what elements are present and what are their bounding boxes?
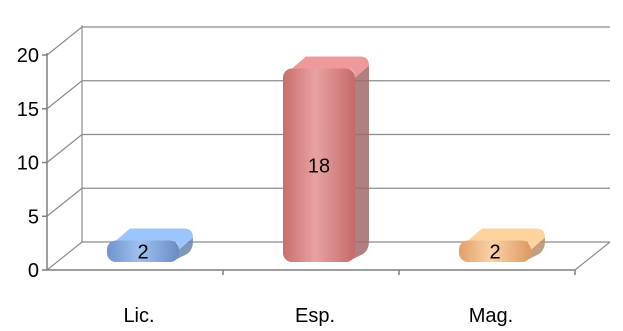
gridline-side [46, 80, 83, 110]
data-label: 2 [137, 241, 148, 263]
gridline-side [46, 187, 83, 217]
bars [107, 56, 545, 262]
gridline-side [46, 26, 83, 56]
x-category-label: Mag. [469, 305, 513, 327]
bar [283, 56, 369, 262]
gridline-side [46, 134, 83, 163]
bar [107, 228, 193, 262]
y-tick-label: 5 [28, 206, 39, 228]
data-label: 2 [489, 241, 500, 263]
bar [459, 228, 545, 262]
y-tick-label: 0 [28, 260, 39, 282]
y-tick-label: 20 [17, 45, 39, 67]
axes [42, 53, 576, 275]
x-category-label: Esp. [295, 305, 335, 327]
floor-edge [574, 241, 611, 271]
data-label: 18 [308, 155, 330, 177]
gridline-side [46, 241, 83, 271]
labels: 0 5 10 15 20 2 Lic. 18 Esp. 2 Mag. [17, 45, 513, 327]
y-tick-label: 15 [17, 99, 39, 121]
x-category-label: Lic. [123, 305, 154, 327]
y-tick-label: 10 [17, 153, 39, 175]
